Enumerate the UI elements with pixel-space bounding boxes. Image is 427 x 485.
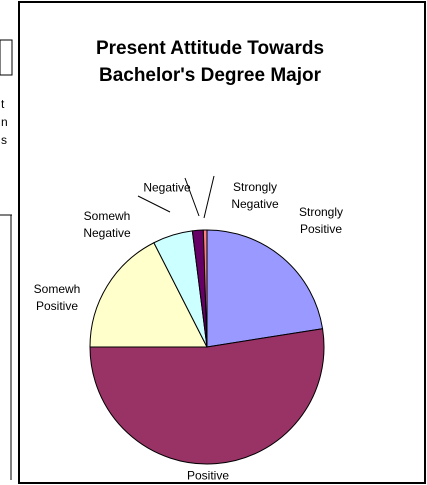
leader-line xyxy=(184,177,200,217)
slice-label: Strongly Negative xyxy=(231,180,279,211)
slice-label: Somewh Negative xyxy=(83,209,131,240)
pie-slice xyxy=(202,229,208,348)
slice-label: Somewh Positive xyxy=(33,282,81,313)
slice-label: Negative xyxy=(143,180,191,195)
pie-slice xyxy=(89,242,208,348)
cropped-text: n xyxy=(1,115,8,129)
side-frame xyxy=(0,39,13,76)
slice-label: Strongly Positive xyxy=(298,205,344,236)
chart-frame xyxy=(18,1,426,484)
pie-slice xyxy=(89,328,325,465)
cropped-text: t xyxy=(1,97,5,111)
pie-slice xyxy=(206,229,324,348)
cropped-text: s xyxy=(1,133,7,147)
slice-label: Positive xyxy=(186,468,230,483)
chart-title: Present Attitude Towards Bachelor's Degr… xyxy=(95,38,325,86)
leader-line xyxy=(203,175,215,219)
leader-line xyxy=(137,195,171,213)
